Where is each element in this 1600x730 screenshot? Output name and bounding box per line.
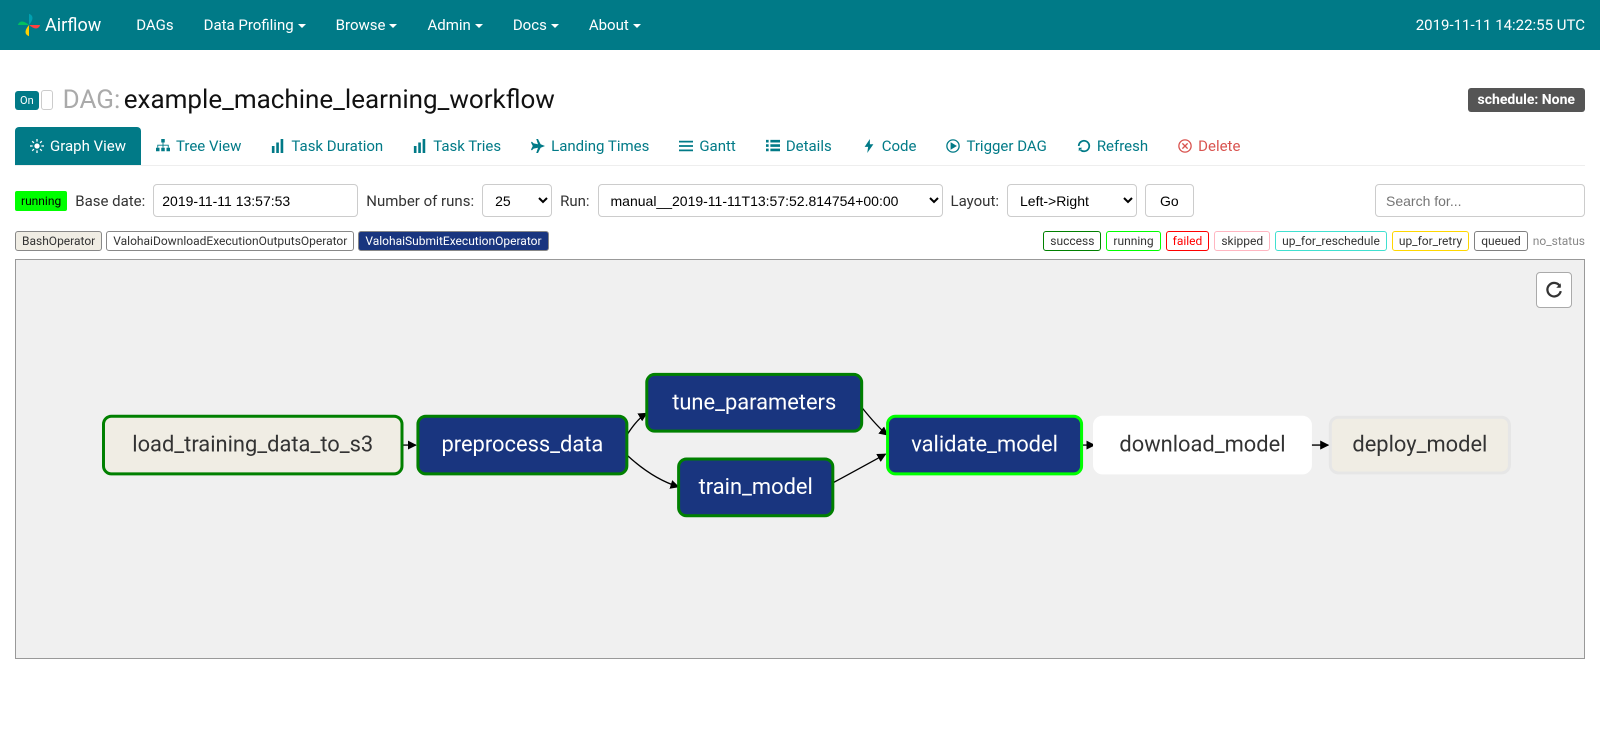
status-badge-queued[interactable]: queued: [1474, 231, 1528, 251]
operator-badges: BashOperatorValohaiDownloadExecutionOutp…: [15, 231, 549, 251]
task-node-load_training_data_to_s3[interactable]: load_training_data_to_s3: [104, 416, 403, 474]
graph-edge: [627, 413, 647, 435]
base-date-label: Base date:: [75, 192, 145, 210]
layout-select[interactable]: Left->Right: [1007, 184, 1137, 217]
status-badge-running[interactable]: running: [1106, 231, 1160, 251]
run-select[interactable]: manual__2019-11-11T13:57:52.814754+00:00: [598, 184, 943, 217]
tab-refresh[interactable]: Refresh: [1062, 127, 1163, 165]
operator-badge[interactable]: ValohaiDownloadExecutionOutputsOperator: [106, 231, 354, 251]
nav-docs[interactable]: Docs: [498, 2, 574, 48]
bar-chart-icon: [413, 139, 427, 153]
dag-label: DAG:: [63, 85, 121, 115]
refresh-icon: [1077, 139, 1091, 153]
nav-admin[interactable]: Admin: [412, 2, 497, 48]
task-node-train_model[interactable]: train_model: [679, 459, 833, 516]
navbar: Airflow DAGs Data Profiling Browse Admin…: [0, 0, 1600, 50]
dag-toggle-off[interactable]: [41, 90, 53, 110]
tab-task-duration[interactable]: Task Duration: [256, 127, 398, 165]
graph-canvas[interactable]: load_training_data_to_s3preprocess_datat…: [15, 259, 1585, 659]
task-node-deploy_model[interactable]: deploy_model: [1330, 417, 1509, 473]
list-icon: [766, 139, 780, 153]
run-label: Run:: [560, 192, 589, 210]
controls-row: running Base date: Number of runs: 25 Ru…: [15, 184, 1585, 217]
nav-menu: DAGs Data Profiling Browse Admin Docs Ab…: [121, 2, 1416, 48]
nav-data-profiling[interactable]: Data Profiling: [189, 2, 321, 48]
status-badge-success[interactable]: success: [1043, 231, 1101, 251]
task-node-validate_model[interactable]: validate_model: [888, 416, 1082, 474]
tab-graph-view[interactable]: Graph View: [15, 127, 141, 165]
brand-text: Airflow: [45, 15, 101, 36]
caret-down-icon: [389, 24, 397, 28]
svg-text:preprocess_data: preprocess_data: [441, 433, 603, 458]
dag-name: example_machine_learning_workflow: [124, 85, 555, 115]
nav-dags[interactable]: DAGs: [121, 2, 188, 48]
tab-tree-view[interactable]: Tree View: [141, 127, 256, 165]
dag-title-row: On DAG: example_machine_learning_workflo…: [15, 85, 1585, 115]
svg-text:tune_parameters: tune_parameters: [672, 390, 836, 415]
status-badge-up_for_retry[interactable]: up_for_retry: [1392, 231, 1469, 251]
tab-delete[interactable]: Delete: [1163, 127, 1255, 165]
status-badge-failed[interactable]: failed: [1166, 231, 1210, 251]
tab-trigger-dag[interactable]: Trigger DAG: [931, 127, 1061, 165]
pinwheel-icon: [15, 11, 43, 39]
caret-down-icon: [298, 24, 306, 28]
graph-edge: [627, 455, 679, 487]
tab-task-tries[interactable]: Task Tries: [398, 127, 516, 165]
search-input[interactable]: [1375, 184, 1585, 217]
num-runs-label: Number of runs:: [366, 192, 474, 210]
operator-badge[interactable]: ValohaiSubmitExecutionOperator: [358, 231, 548, 251]
status-badge-up_for_reschedule[interactable]: up_for_reschedule: [1275, 231, 1387, 251]
dag-toggle-on[interactable]: On: [15, 91, 39, 110]
dag-graph: load_training_data_to_s3preprocess_datat…: [16, 260, 1584, 658]
task-node-tune_parameters[interactable]: tune_parameters: [647, 374, 862, 431]
bar-chart-icon: [271, 139, 285, 153]
svg-text:train_model: train_model: [699, 475, 813, 500]
play-circle-icon: [946, 139, 960, 153]
caret-down-icon: [551, 24, 559, 28]
svg-text:deploy_model: deploy_model: [1352, 433, 1487, 458]
caret-down-icon: [633, 24, 641, 28]
base-date-input[interactable]: [153, 184, 358, 217]
list-icon: [679, 139, 693, 153]
dag-run-status: running: [15, 191, 67, 211]
schedule-badge: schedule: None: [1468, 88, 1586, 112]
tab-landing-times[interactable]: Landing Times: [516, 127, 664, 165]
view-tabs: Graph View Tree View Task Duration Task …: [15, 127, 1585, 166]
layout-label: Layout:: [951, 192, 999, 210]
nav-about[interactable]: About: [574, 2, 656, 48]
plane-icon: [531, 139, 545, 153]
graph-refresh-button[interactable]: [1536, 272, 1572, 308]
delete-circle-icon: [1178, 139, 1192, 153]
navbar-clock: 2019-11-11 14:22:55 UTC: [1416, 16, 1585, 34]
status-badge-skipped[interactable]: skipped: [1214, 231, 1270, 251]
svg-text:validate_model: validate_model: [911, 433, 1058, 458]
caret-down-icon: [475, 24, 483, 28]
legend-row: BashOperatorValohaiDownloadExecutionOutp…: [15, 231, 1585, 251]
task-node-download_model[interactable]: download_model: [1095, 417, 1311, 473]
lightning-icon: [862, 139, 876, 153]
graph-edge: [833, 454, 886, 483]
sun-icon: [30, 139, 44, 153]
operator-badge[interactable]: BashOperator: [15, 231, 102, 251]
tab-code[interactable]: Code: [847, 127, 932, 165]
tab-gantt[interactable]: Gantt: [664, 127, 750, 165]
status-badges: successrunning failedskippedup_for_resche…: [1043, 231, 1585, 251]
brand-link[interactable]: Airflow: [15, 11, 101, 39]
task-node-preprocess_data[interactable]: preprocess_data: [418, 416, 627, 474]
no-status-label: no_status: [1533, 234, 1585, 248]
num-runs-select[interactable]: 25: [482, 184, 552, 217]
go-button[interactable]: Go: [1145, 184, 1194, 217]
tree-icon: [156, 139, 170, 153]
svg-text:load_training_data_to_s3: load_training_data_to_s3: [132, 433, 373, 458]
svg-text:download_model: download_model: [1119, 433, 1285, 458]
graph-edge: [862, 407, 888, 435]
refresh-icon: [1545, 281, 1563, 299]
nav-browse[interactable]: Browse: [321, 2, 413, 48]
tab-details[interactable]: Details: [751, 127, 847, 165]
